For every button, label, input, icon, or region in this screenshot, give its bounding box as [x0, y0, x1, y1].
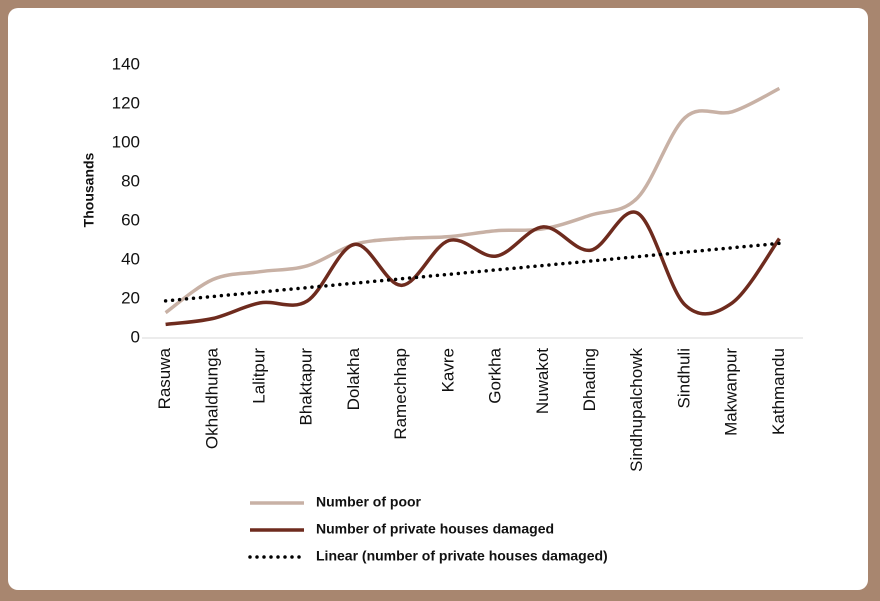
x-tick-label: Ramechhap	[391, 348, 410, 440]
x-tick-label: Nuwakot	[533, 348, 552, 414]
line-series	[164, 86, 781, 315]
line-series	[165, 210, 781, 327]
y-axis-title: Thousands	[81, 152, 97, 227]
y-tick-label: 60	[121, 210, 140, 229]
y-tick-label: 120	[112, 93, 140, 112]
y-tick-label: 80	[121, 171, 140, 190]
y-tick-label: 0	[131, 327, 140, 346]
x-tick-label: Kavre	[438, 348, 457, 392]
y-tick-label: 140	[112, 54, 140, 73]
x-tick-label: Makwanpur	[722, 348, 741, 436]
x-tick-label: Lalitpur	[250, 348, 269, 404]
y-tick-label: 100	[112, 132, 140, 151]
legend-label: Number of private houses damaged	[316, 521, 554, 537]
legend-label: Number of poor	[316, 494, 422, 510]
trendline	[163, 241, 782, 303]
x-tick-label: Dolakha	[344, 347, 363, 410]
x-tick-label: Bhaktapur	[297, 348, 316, 426]
x-tick-label: Gorkha	[486, 347, 505, 403]
x-tick-label: Dhading	[580, 348, 599, 411]
x-tick-label: Sindhuli	[674, 348, 693, 409]
y-tick-label: 20	[121, 288, 140, 307]
x-tick-label: Rasuwa	[155, 347, 174, 409]
x-tick-label: Okhaldhunga	[202, 347, 221, 449]
panel	[8, 8, 868, 590]
x-tick-label: Sindhupalchowk	[627, 348, 646, 472]
y-tick-label: 40	[121, 249, 140, 268]
legend-label: Linear (number of private houses damaged…	[316, 548, 608, 564]
x-tick-label: Kathmandu	[769, 348, 788, 435]
